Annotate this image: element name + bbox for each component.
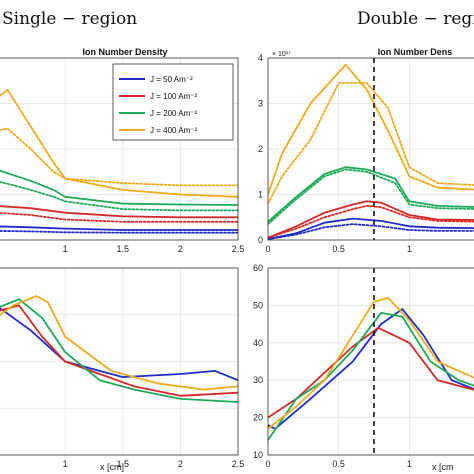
y-tick-label: 4	[258, 53, 263, 63]
legend-label-J100: J = 100 Am⁻²	[150, 92, 197, 101]
series-line-J400-solid	[0, 88, 238, 198]
x-tick-label: 2	[178, 459, 183, 469]
panel-double-top: Ion Number Dens × 10¹⁷ 0 0.5 1 0 1 2 3 4	[258, 47, 474, 254]
y-tick-label: 3	[258, 99, 263, 109]
series-group	[0, 88, 238, 234]
series-line-J50-solid	[0, 307, 238, 382]
series-line-J400-solid	[268, 296, 474, 430]
x-tick-label: 0	[265, 459, 270, 469]
series-group	[268, 296, 474, 441]
x-tick-label: 2.5	[232, 244, 245, 254]
x-tick-label: 2	[178, 244, 183, 254]
panel-title-double-top: Ion Number Dens	[378, 47, 453, 57]
x-tick-label: 1	[63, 244, 68, 254]
axes-frame	[267, 267, 474, 456]
series-line-J100-solid	[0, 304, 238, 397]
series-group	[268, 63, 474, 240]
y-tick-label: 50	[253, 300, 263, 310]
series-line-J100-dotted	[268, 204, 474, 239]
double-region-title: Double − regi	[357, 9, 474, 29]
xlabel-double-bottom: x [cm	[432, 462, 454, 472]
x-tick-label: 2.5	[232, 459, 245, 469]
y-tick-label: 0	[258, 235, 263, 245]
series-line-J200-dotted	[0, 180, 238, 212]
series-line-J200-dotted	[268, 168, 474, 226]
series-line-J200-solid	[0, 169, 238, 206]
plot-area	[268, 268, 474, 455]
x-tick-label: 1.5	[117, 459, 130, 469]
series-line-J50-dotted	[0, 230, 238, 234]
y-tick-label: 60	[253, 263, 263, 273]
axes-frame	[0, 57, 239, 241]
y-tick-label: 20	[253, 413, 263, 423]
series-line-J50-solid	[0, 225, 238, 231]
series-line-J200-solid	[268, 166, 474, 223]
y-tick-label: 2	[258, 144, 263, 154]
series-line-J400-dotted	[268, 82, 474, 205]
legend-label-J400: J = 400 Am⁻²	[150, 126, 197, 135]
legend-box	[112, 63, 234, 141]
series-line-J100-solid	[0, 205, 238, 219]
x-tick-label: 0.5	[332, 244, 345, 254]
y-exponent-double-top: × 10¹⁷	[272, 51, 291, 58]
single-region-title: Single − region	[2, 9, 137, 29]
series-line-J100-solid	[268, 200, 474, 239]
x-tick-label: 1	[407, 244, 412, 254]
y-tick-label: 10	[253, 450, 263, 460]
x-tick-label: 0	[265, 244, 270, 254]
x-tick-label: 1.5	[117, 244, 130, 254]
series-line-J50-solid	[268, 217, 474, 240]
xlabel-single-bottom: x [cm]	[100, 462, 124, 472]
x-tick-label: 1	[407, 459, 412, 469]
legend-label-J50: J = 50 Am⁻²	[150, 75, 193, 84]
legend: J = 50 Am⁻² J = 100 Am⁻² J = 200 Am⁻² J = 4…	[112, 63, 234, 141]
series-line-J50-dotted	[268, 223, 474, 240]
y-tick-label: 40	[253, 338, 263, 348]
x-tick-label: 1	[63, 459, 68, 469]
series-line-J50-solid	[268, 308, 474, 430]
series-line-J100-solid	[268, 326, 474, 419]
y-tick-label: 1	[258, 190, 263, 200]
series-line-J100-dotted	[0, 212, 238, 223]
series-line-J400-solid	[0, 295, 238, 391]
x-tick-label: 0.5	[332, 459, 345, 469]
panel-double-bottom: x [cm 0 0.5 1 10 20 30 40 50 60	[253, 263, 474, 472]
panel-title-single-top: Ion Number Density	[82, 47, 167, 57]
series-group	[0, 295, 238, 403]
axes-frame	[0, 267, 239, 456]
y-tick-label: 30	[253, 375, 263, 385]
series-line-J200-solid	[268, 311, 474, 441]
axes-frame	[267, 57, 474, 241]
legend-label-J200: J = 200 Am⁻²	[150, 109, 197, 118]
series-line-J400-solid	[268, 63, 474, 196]
series-line-J400-dotted	[0, 127, 238, 187]
panel-single-bottom: x [cm] 1 1.5 2 2.5	[0, 267, 245, 472]
